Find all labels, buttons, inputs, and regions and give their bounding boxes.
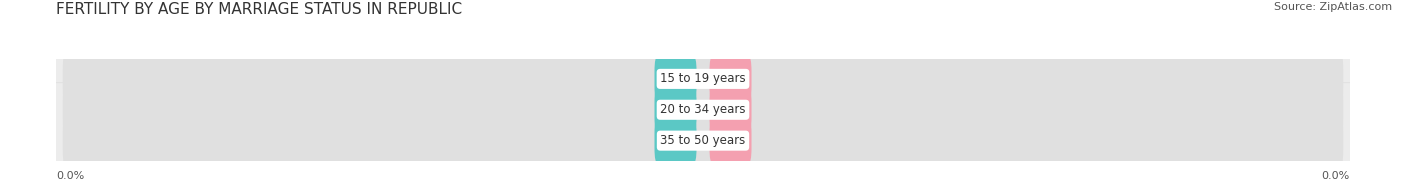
FancyBboxPatch shape	[46, 83, 1360, 196]
FancyBboxPatch shape	[655, 118, 696, 163]
Text: 0.0%: 0.0%	[56, 171, 84, 181]
Text: 0.0%: 0.0%	[661, 74, 690, 84]
Text: 35 to 50 years: 35 to 50 years	[661, 134, 745, 147]
Text: 15 to 19 years: 15 to 19 years	[661, 72, 745, 85]
FancyBboxPatch shape	[710, 118, 752, 163]
Text: 20 to 34 years: 20 to 34 years	[661, 103, 745, 116]
Text: 0.0%: 0.0%	[661, 105, 690, 115]
Text: 0.0%: 0.0%	[1322, 171, 1350, 181]
Text: FERTILITY BY AGE BY MARRIAGE STATUS IN REPUBLIC: FERTILITY BY AGE BY MARRIAGE STATUS IN R…	[56, 2, 463, 17]
FancyBboxPatch shape	[63, 73, 1343, 147]
Text: 0.0%: 0.0%	[661, 136, 690, 146]
Text: Source: ZipAtlas.com: Source: ZipAtlas.com	[1274, 2, 1392, 12]
FancyBboxPatch shape	[655, 87, 696, 133]
FancyBboxPatch shape	[63, 42, 1343, 116]
FancyBboxPatch shape	[710, 56, 752, 102]
Text: 0.0%: 0.0%	[716, 74, 745, 84]
FancyBboxPatch shape	[46, 52, 1360, 168]
FancyBboxPatch shape	[710, 87, 752, 133]
FancyBboxPatch shape	[63, 103, 1343, 178]
Text: 0.0%: 0.0%	[716, 105, 745, 115]
FancyBboxPatch shape	[46, 21, 1360, 137]
FancyBboxPatch shape	[655, 56, 696, 102]
Text: 0.0%: 0.0%	[716, 136, 745, 146]
